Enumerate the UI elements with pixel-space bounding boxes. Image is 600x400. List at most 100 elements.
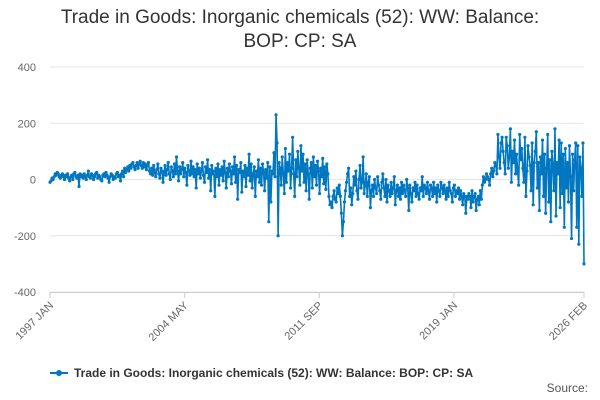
data-point — [520, 146, 524, 151]
data-point — [301, 152, 305, 156]
data-point — [474, 208, 478, 213]
data-point — [113, 176, 117, 180]
data-point — [107, 180, 111, 184]
data-point — [439, 180, 443, 184]
data-point — [182, 175, 186, 179]
data-point — [192, 175, 196, 179]
data-point — [290, 166, 294, 170]
data-point — [406, 186, 410, 190]
data-point — [513, 172, 518, 176]
data-point — [491, 175, 495, 179]
data-point — [404, 194, 408, 198]
data-point — [505, 144, 509, 148]
data-point — [150, 166, 154, 170]
data-point — [167, 172, 171, 176]
data-point — [165, 168, 169, 172]
data-point — [348, 194, 352, 198]
data-point — [391, 186, 395, 190]
data-point — [100, 179, 104, 183]
data-point — [224, 186, 228, 190]
data-point — [286, 169, 291, 173]
data-point — [292, 172, 296, 176]
data-point — [227, 162, 231, 166]
data-point — [517, 183, 521, 187]
data-point — [411, 186, 415, 190]
data-point — [138, 159, 142, 163]
data-point — [144, 168, 149, 172]
data-point — [574, 141, 578, 145]
data-point — [274, 113, 278, 117]
data-point — [549, 220, 553, 224]
data-point — [168, 177, 172, 182]
data-point — [142, 165, 146, 169]
data-point — [339, 211, 343, 215]
data-point — [207, 176, 211, 180]
data-point — [531, 203, 535, 207]
data-point — [358, 163, 362, 168]
data-point — [528, 163, 532, 168]
data-point — [246, 173, 250, 177]
data-point — [502, 161, 506, 165]
data-point — [521, 166, 525, 170]
data-point — [155, 168, 159, 172]
data-point — [543, 152, 547, 156]
data-point — [154, 175, 158, 179]
data-point — [351, 191, 355, 196]
data-point — [438, 194, 442, 198]
data-point — [156, 162, 160, 166]
data-point — [193, 168, 197, 172]
data-point — [363, 183, 367, 187]
data-point — [457, 197, 462, 201]
data-point — [410, 200, 414, 204]
data-point — [98, 175, 102, 179]
x-tick-label: 2026 FEB — [547, 300, 590, 343]
data-point — [570, 152, 575, 156]
data-point — [523, 135, 527, 139]
data-point — [399, 180, 404, 184]
data-point — [314, 183, 319, 187]
source-label: Source: — [546, 381, 588, 395]
data-point — [194, 186, 198, 190]
data-point — [200, 161, 205, 165]
data-point — [460, 194, 464, 198]
data-point — [415, 183, 419, 187]
data-point — [384, 177, 388, 182]
data-point — [241, 169, 245, 173]
data-point — [86, 169, 90, 173]
data-point — [172, 162, 177, 166]
data-point — [240, 190, 244, 194]
data-point — [511, 161, 516, 165]
data-point — [400, 191, 405, 196]
legend[interactable]: Trade in Goods: Inorganic chemicals (52)… — [50, 366, 473, 380]
data-point — [174, 155, 179, 159]
data-point — [569, 236, 574, 241]
data-point — [267, 220, 271, 224]
data-point — [422, 183, 426, 187]
data-point — [300, 169, 304, 173]
data-point — [333, 197, 337, 201]
data-point — [525, 169, 529, 173]
data-point — [501, 149, 505, 153]
data-point — [350, 203, 354, 207]
data-point — [325, 162, 329, 166]
data-point — [336, 191, 340, 196]
data-point — [545, 166, 549, 170]
data-point — [575, 225, 579, 229]
data-point — [389, 180, 393, 184]
data-point — [152, 163, 156, 168]
data-point — [558, 206, 562, 210]
data-point — [305, 158, 309, 162]
data-point — [497, 155, 501, 159]
data-point — [405, 177, 409, 182]
data-point — [504, 135, 508, 139]
data-point — [354, 169, 358, 173]
data-point — [357, 177, 361, 182]
data-point — [349, 186, 353, 190]
data-point — [151, 173, 155, 177]
data-point — [206, 158, 210, 162]
data-point — [550, 149, 554, 153]
data-point — [380, 180, 384, 184]
data-point — [382, 186, 386, 190]
data-point — [370, 183, 375, 187]
